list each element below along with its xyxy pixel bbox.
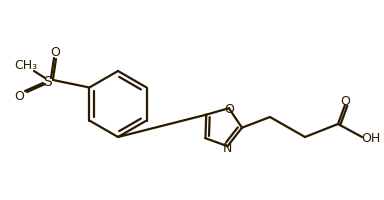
Text: O: O xyxy=(224,102,234,115)
Text: S: S xyxy=(44,75,52,89)
Text: OH: OH xyxy=(361,132,381,145)
Text: O: O xyxy=(14,90,24,103)
Text: N: N xyxy=(223,141,232,154)
Text: O: O xyxy=(340,95,350,108)
Text: O: O xyxy=(50,45,60,58)
Text: CH₃: CH₃ xyxy=(15,59,38,72)
